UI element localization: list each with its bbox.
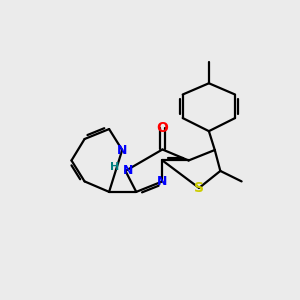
Text: S: S — [194, 181, 204, 195]
Text: O: O — [157, 121, 168, 135]
Text: N: N — [157, 175, 168, 188]
Text: H: H — [110, 163, 120, 172]
Text: N: N — [117, 143, 128, 157]
Text: N: N — [123, 164, 134, 177]
